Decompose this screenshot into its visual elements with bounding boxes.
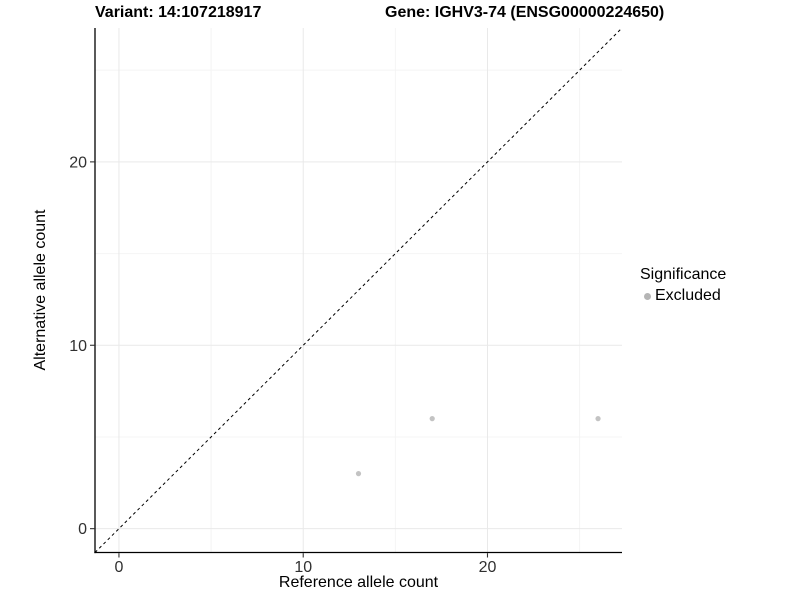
legend: Significance Excluded	[640, 266, 726, 305]
x-tick-label: 0	[115, 559, 124, 576]
legend-title: Significance	[640, 266, 727, 283]
plot-title-variant: Variant: 14:107218917	[95, 4, 262, 21]
legend-point-icon	[644, 292, 651, 300]
x-axis-label: Reference allele count	[278, 574, 439, 591]
y-tick-label: 0	[78, 521, 87, 538]
x-tick-label: 10	[294, 559, 312, 576]
data-point	[595, 416, 601, 422]
data-point	[429, 416, 435, 422]
identity-reference-line	[94, 27, 623, 553]
legend-entry-excluded: Excluded	[640, 287, 726, 305]
data-point	[355, 471, 362, 477]
y-tick-label: 10	[69, 338, 87, 355]
y-axis-label: Alternative allele count	[32, 209, 49, 371]
y-tick-label: 20	[69, 154, 87, 171]
legend-entry-label: Excluded	[655, 287, 721, 304]
x-tick-label: 20	[479, 559, 497, 576]
plot-title-gene: Gene: IGHV3-74 (ENSG00000224650)	[385, 4, 665, 21]
